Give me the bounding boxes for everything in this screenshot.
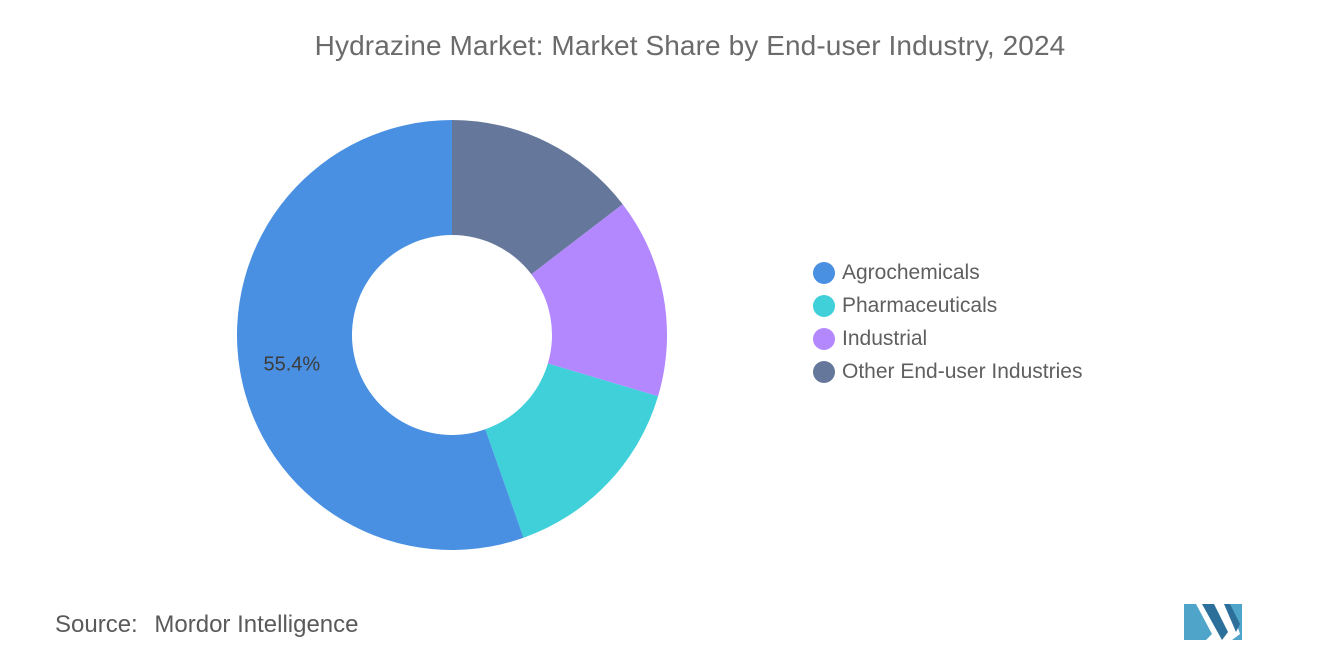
chart-legend: Agrochemicals Pharmaceuticals Industrial Ot… xyxy=(813,256,1082,388)
slice-agrochemicals xyxy=(237,120,524,550)
legend-swatch xyxy=(813,360,835,383)
legend-swatch xyxy=(813,261,835,284)
legend-label: Industrial xyxy=(842,326,928,350)
legend-item-agrochemicals: Agrochemicals xyxy=(813,256,1082,289)
logo-shape-right-b xyxy=(1224,604,1240,632)
logo-shape-mid xyxy=(1202,604,1228,640)
source-label: Source: xyxy=(55,611,138,638)
legend-swatch xyxy=(813,294,835,317)
legend-swatch xyxy=(813,327,835,350)
donut-slices xyxy=(237,120,668,550)
legend-item-industrial: Industrial xyxy=(813,322,1082,355)
source-value: Mordor Intelligence xyxy=(154,611,359,638)
logo-shape-left xyxy=(1184,604,1212,640)
slice-other-end-user-industries xyxy=(452,120,623,275)
donut-data-labels: 55.4% xyxy=(263,353,320,375)
slice-industrial xyxy=(531,204,668,397)
legend-label: Other End-user Industries xyxy=(842,359,1083,383)
source-footer: Source: Mordor Intelligence xyxy=(55,611,359,639)
legend-label: Pharmaceuticals xyxy=(842,293,998,317)
legend-item-pharmaceuticals: Pharmaceuticals xyxy=(813,289,1082,322)
legend-label: Agrochemicals xyxy=(842,260,980,284)
data-label-agrochemicals: 55.4% xyxy=(263,353,320,375)
mordor-intelligence-logo xyxy=(1184,604,1242,640)
chart-title: Hydrazine Market: Market Share by End-us… xyxy=(314,30,1066,61)
slice-pharmaceuticals xyxy=(485,363,659,538)
legend-item-other-end-user-industries: Other End-user Industries xyxy=(813,355,1082,388)
